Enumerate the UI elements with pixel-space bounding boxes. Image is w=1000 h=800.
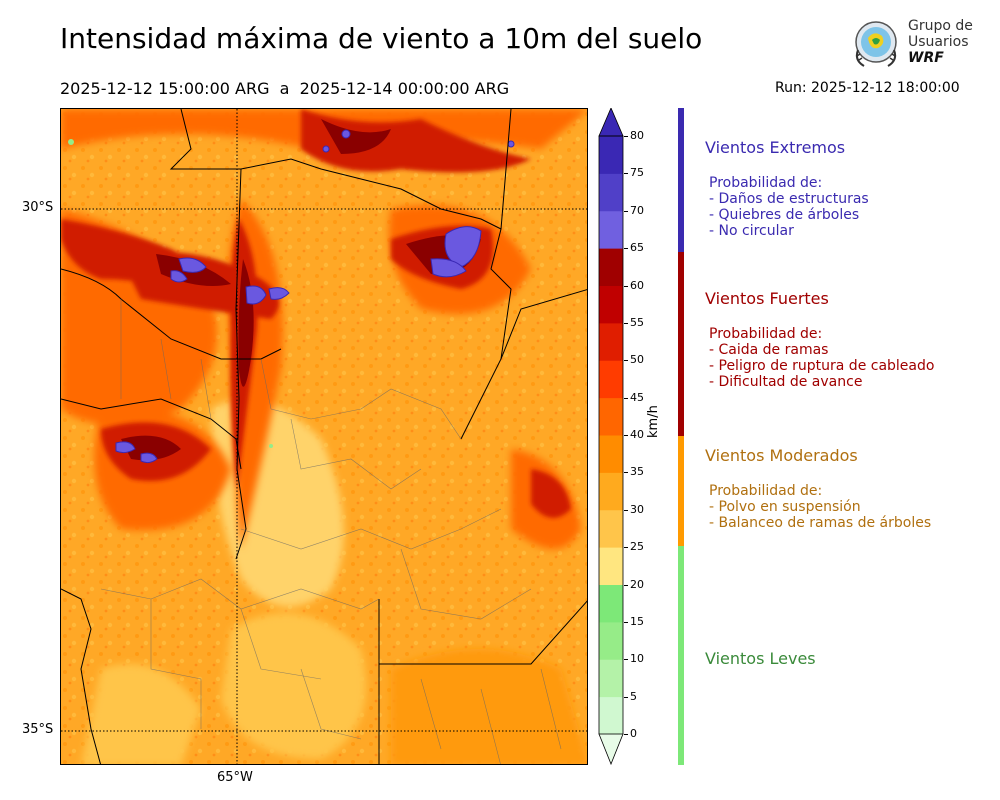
category-bar (678, 108, 684, 765)
category-strong-title: Vientos Fuertes (705, 289, 829, 308)
colorbar-tick-mark (624, 248, 628, 250)
category-moderate-desc-line: Probabilidad de: (709, 483, 823, 499)
category-bar-extreme (678, 108, 684, 252)
category-extreme-desc-line: - No circular (709, 223, 794, 239)
chart-title: Intensidad máxima de viento a 10m del su… (60, 22, 703, 55)
colorbar-band (599, 248, 623, 286)
category-moderate-desc: Probabilidad de: - Polvo en suspensión -… (705, 483, 931, 531)
colorbar-tick-label: 25 (630, 540, 644, 554)
category-strong-desc: Probabilidad de: - Caida de ramas - Peli… (705, 326, 934, 390)
category-extreme-desc-line: - Quiebres de árboles (709, 207, 860, 223)
colorbar-tick-mark (624, 584, 628, 586)
category-strong-desc-line: - Peligro de ruptura de cableado (709, 358, 935, 374)
colorbar-tick-mark (624, 734, 628, 735)
colorbar-under-triangle (598, 733, 624, 766)
category-light: Vientos Leves (705, 649, 816, 668)
colorbar-tick-mark (624, 210, 628, 212)
category-moderate-desc-line: - Polvo en suspensión (709, 499, 861, 515)
colorbar-tick-mark (624, 621, 628, 623)
category-strong-desc-line: - Dificultad de avance (709, 374, 863, 390)
colorbar-band (599, 360, 623, 399)
colorbar-band (599, 435, 623, 473)
colorbar-tick-label: 20 (630, 577, 644, 591)
colorbar-tick-label: 80 (630, 129, 644, 142)
colorbar-tick-mark (624, 472, 628, 474)
colorbar-tick-label: 55 (630, 315, 644, 329)
colorbar-tick-mark (624, 435, 628, 436)
colorbar-tick-mark (624, 659, 628, 661)
colorbar-tick-label: 30 (630, 502, 644, 516)
colorbar-band (599, 659, 623, 698)
colorbar-tick-label: 65 (630, 241, 644, 255)
colorbar-band (599, 547, 623, 585)
colorbar-tick-label: 45 (630, 390, 644, 404)
category-bar-strong (678, 252, 684, 436)
colorbar-tick-label: 70 (630, 203, 644, 217)
colorbar-band (599, 322, 623, 361)
colorbar-tick-label: 35 (630, 465, 644, 479)
category-extreme-desc-line: Probabilidad de: (709, 175, 823, 191)
category-moderate-title: Vientos Moderados (705, 446, 858, 465)
category-bar-light (678, 546, 684, 765)
colorbar-tick-mark (624, 397, 628, 399)
colorbar-band (599, 584, 623, 623)
colorbar-tick-mark (624, 509, 628, 511)
category-strong-desc-line: - Caida de ramas (709, 342, 829, 358)
globe-emblem-icon (855, 21, 897, 67)
colorbar-band (599, 397, 623, 436)
colorbar-tick-mark (624, 547, 628, 549)
lon-label-65w: 65°W (217, 770, 253, 785)
colorbar-tick-label: 50 (630, 353, 644, 367)
category-extreme-desc-line: - Daños de estructuras (709, 191, 869, 207)
colorbar-band (599, 509, 623, 548)
wind-map (60, 108, 588, 765)
colorbar-tick-label: 15 (630, 614, 644, 628)
colorbar-tick-label: 0 (630, 727, 637, 740)
category-moderate: Vientos Moderados Probabilidad de: - Pol… (705, 446, 931, 531)
wrf-users-logo: Grupo de Usuarios WRF (848, 16, 978, 72)
forecast-period: 2025-12-12 15:00:00 ARG a 2025-12-14 00:… (60, 79, 510, 98)
colorbar-unit: km/h (646, 405, 661, 438)
category-moderate-desc-line: - Balanceo de ramas de árboles (709, 515, 932, 531)
colorbar-outline (598, 135, 624, 735)
logo-text-wrf: WRF (908, 50, 944, 66)
colorbar-tick-label: 5 (630, 689, 637, 703)
category-bar-moderate (678, 436, 684, 546)
colorbar-band (599, 472, 623, 511)
colorbar-band (599, 696, 623, 735)
colorbar-tick-mark (624, 173, 628, 175)
colorbar-tick-label: 10 (630, 652, 644, 666)
category-light-title: Vientos Leves (705, 649, 816, 668)
colorbar-tick-mark (624, 136, 628, 137)
colorbar-band (599, 173, 623, 212)
logo-text-line1: Grupo de (908, 18, 973, 34)
lat-label-30s: 30°S (22, 200, 54, 215)
colorbar-band (599, 136, 623, 174)
colorbar-band (599, 285, 623, 324)
lat-label-35s: 35°S (22, 722, 54, 737)
colorbar-tick-mark (624, 322, 628, 324)
colorbar-tick-label: 60 (630, 278, 644, 292)
colorbar-band (599, 621, 623, 660)
colorbar-over-triangle (598, 108, 624, 137)
category-extreme-desc: Probabilidad de: - Daños de estructuras … (705, 175, 869, 239)
run-time: Run: 2025-12-12 18:00:00 (775, 80, 960, 96)
colorbar-tick-label: 40 (630, 428, 644, 441)
colorbar (598, 108, 624, 766)
colorbar-band (599, 210, 623, 249)
category-strong-desc-line: Probabilidad de: (709, 326, 823, 342)
colorbar-tick-mark (624, 696, 628, 698)
colorbar-tick-label: 75 (630, 166, 644, 180)
logo-text-line2: Usuarios (908, 34, 969, 50)
colorbar-tick-mark (624, 285, 628, 287)
category-extreme: Vientos Extremos Probabilidad de: - Daño… (705, 138, 869, 239)
category-strong: Vientos Fuertes Probabilidad de: - Caida… (705, 289, 934, 390)
wind-field-map (61, 109, 587, 764)
colorbar-tick-mark (624, 360, 628, 362)
category-extreme-title: Vientos Extremos (705, 138, 846, 157)
